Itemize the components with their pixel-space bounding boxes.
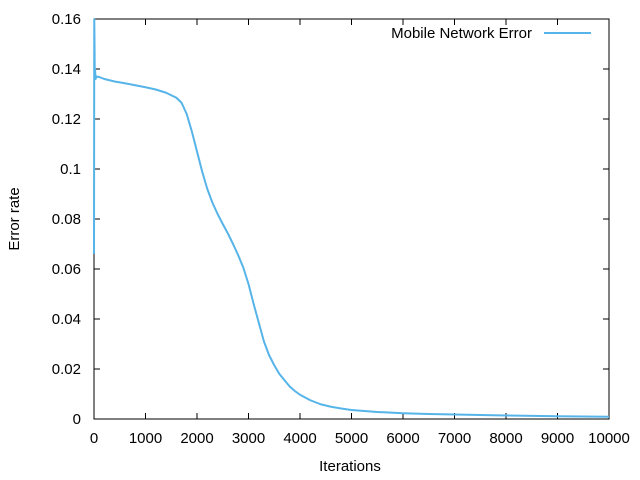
y-tick-label: 0.02 bbox=[52, 361, 81, 378]
x-tick-label: 3000 bbox=[232, 430, 265, 447]
legend: Mobile Network Error bbox=[391, 25, 591, 42]
y-tick-label: 0 bbox=[73, 411, 81, 428]
x-tick-label: 6000 bbox=[386, 430, 419, 447]
plot-frame bbox=[93, 18, 610, 420]
x-tick-label: 9000 bbox=[541, 430, 574, 447]
y-tick-label: 0.14 bbox=[52, 61, 81, 78]
legend-entry-label: Mobile Network Error bbox=[391, 25, 532, 42]
y-tick-label: 0.1 bbox=[60, 161, 81, 178]
y-tick-label: 0.08 bbox=[52, 211, 81, 228]
axis-ticks bbox=[93, 18, 610, 420]
x-tick-label: 4000 bbox=[283, 430, 316, 447]
x-tick-label: 10000 bbox=[588, 430, 630, 447]
x-axis-label: Iterations bbox=[319, 458, 381, 475]
x-tick-label: 7000 bbox=[438, 430, 471, 447]
x-tick-label: 2000 bbox=[180, 430, 213, 447]
series-line bbox=[93, 18, 610, 418]
tick-labels: 0 1000 2000 3000 4000 5000 6000 7000 8000 9000 100… bbox=[52, 11, 630, 447]
x-tick-label: 1000 bbox=[129, 430, 162, 447]
y-tick-label: 0.16 bbox=[52, 11, 81, 28]
x-tick-label: 8000 bbox=[489, 430, 522, 447]
y-tick-label: 0.04 bbox=[52, 311, 81, 328]
x-tick-label: 0 bbox=[90, 430, 98, 447]
y-tick-label: 0.06 bbox=[52, 261, 81, 278]
x-tick-label: 5000 bbox=[335, 430, 368, 447]
y-axis-label: Error rate bbox=[6, 187, 23, 250]
y-tick-label: 0.12 bbox=[52, 111, 81, 128]
series-group bbox=[93, 18, 610, 418]
